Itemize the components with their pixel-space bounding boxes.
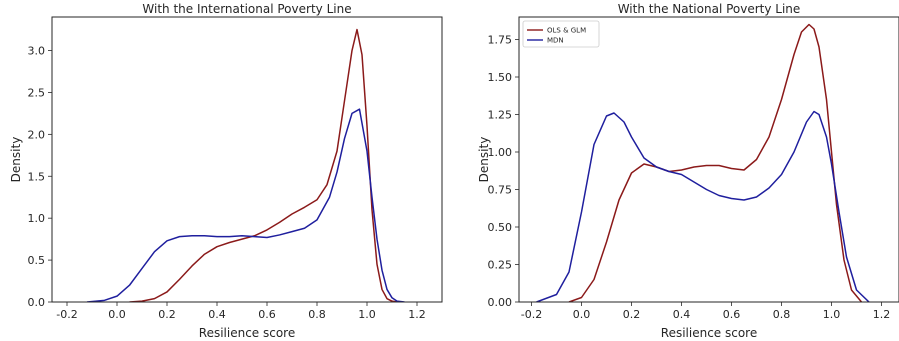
left-chart-ytick-label: 3.0 xyxy=(28,45,46,58)
right-chart-xtick-label: 0.2 xyxy=(623,308,641,321)
right-chart-ytick-label: 1.75 xyxy=(488,34,513,47)
legend-label-ols-glm: OLS & GLM xyxy=(547,27,586,35)
left-chart-ytick-label: 1.5 xyxy=(28,170,46,183)
left-chart-ytick-label: 2.0 xyxy=(28,128,46,141)
right-chart-ytick-label: 0.25 xyxy=(488,259,513,272)
legend-label-mdn: MDN xyxy=(547,37,564,45)
left-chart-frame xyxy=(51,16,443,303)
right-chart-xtick-label: -0.2 xyxy=(521,308,542,321)
right-chart-xtick-label: 0.8 xyxy=(773,308,791,321)
right-chart-series-ols-glm-line xyxy=(568,23,863,302)
left-chart-xtick-label: 0.2 xyxy=(158,308,176,321)
left-chart-ytick-label: 0.0 xyxy=(28,296,46,309)
left-chart-xtick-label: 1.0 xyxy=(358,308,376,321)
left-chart-xlabel: Resilience score xyxy=(199,326,295,340)
left-chart-xtick-label: 0.6 xyxy=(258,308,276,321)
left-chart-xtick-label: 0.0 xyxy=(108,308,126,321)
right-chart-xtick-label: 0.0 xyxy=(573,308,591,321)
left-chart-series-blue-line xyxy=(86,108,405,302)
legend: OLS & GLM MDN xyxy=(522,20,600,48)
right-chart-xtick-label: 1.2 xyxy=(873,308,891,321)
right-chart-xlabel: Resilience score xyxy=(661,326,757,340)
left-chart-ytick-label: 0.5 xyxy=(28,254,46,267)
right-chart-series-mdn-line xyxy=(536,110,870,302)
left-chart-xtick-label: 1.2 xyxy=(408,308,426,321)
left-chart-xtick-label: 0.8 xyxy=(308,308,326,321)
right-chart-ytick-label: 1.25 xyxy=(488,109,513,122)
right-chart-ytick-label: 0.50 xyxy=(488,221,513,234)
right-chart-ytick-label: 1.50 xyxy=(488,71,513,84)
right-chart-xtick-label: 0.6 xyxy=(723,308,741,321)
left-chart-series-red-line xyxy=(129,28,398,302)
left-chart-panel: With the International Poverty Line Resi… xyxy=(9,2,443,340)
right-chart-ytick-label: 1.00 xyxy=(488,146,513,159)
left-chart-ytick-label: 1.0 xyxy=(28,212,46,225)
right-chart-panel: With the National Poverty Line Resilienc… xyxy=(477,2,899,340)
left-chart-xtick-label: -0.2 xyxy=(56,308,77,321)
left-chart-xtick-label: 0.4 xyxy=(208,308,226,321)
right-chart-xtick-label: 1.0 xyxy=(823,308,841,321)
right-chart-frame xyxy=(518,16,899,303)
right-chart-ytick-label: 0.00 xyxy=(488,296,513,309)
right-chart-title: With the National Poverty Line xyxy=(618,2,801,16)
left-chart-ylabel: Density xyxy=(9,137,23,183)
right-chart-ytick-label: 0.75 xyxy=(488,184,513,197)
left-chart-ytick-label: 2.5 xyxy=(28,86,46,99)
right-chart-xtick-label: 0.4 xyxy=(673,308,691,321)
left-chart-title: With the International Poverty Line xyxy=(142,2,351,16)
right-chart-ylabel: Density xyxy=(477,137,491,183)
